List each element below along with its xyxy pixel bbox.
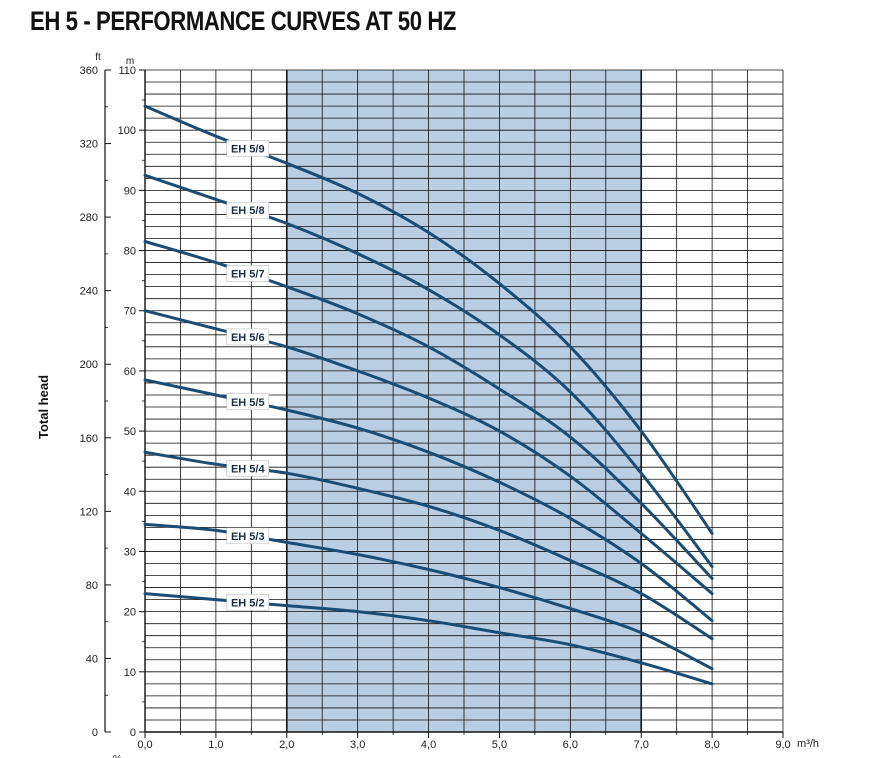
y2-tick-label: 320 <box>80 139 98 151</box>
curve-label-box <box>226 393 270 411</box>
curve-labels: EH 5/9 EH 5/8 EH 5/7 EH 5/6 EH 5/5 EH 5/4 EH 5… <box>226 140 270 611</box>
curve-label: EH 5/3 <box>231 531 265 543</box>
y-tick-label: 30 <box>124 546 136 558</box>
y-tick-label: 0 <box>130 727 136 739</box>
y-tick-label: 110 <box>118 65 136 77</box>
y2-tick-label: 40 <box>86 653 98 665</box>
x-tick-label: 6,0 <box>563 739 578 751</box>
y2-tick-label: 360 <box>80 65 98 77</box>
curve-label-group: EH 5/4 <box>226 459 270 477</box>
y-tick-label: 40 <box>124 486 136 498</box>
y2-tick-label: 280 <box>80 212 98 224</box>
y-tick-label: 70 <box>124 306 136 318</box>
y-tick-label: 60 <box>124 366 136 378</box>
y2-tick-label: 200 <box>80 359 98 371</box>
y-unit-label: m <box>126 56 134 67</box>
y-axis-label: Total head <box>36 375 51 439</box>
curve-label-group: EH 5/9 <box>226 140 270 157</box>
y2-tick-label: 80 <box>86 580 98 592</box>
y-tick-label: 90 <box>124 185 136 197</box>
curve-label: EH 5/6 <box>231 332 265 344</box>
curve-label: EH 5/4 <box>231 463 266 475</box>
curve-label-box <box>226 265 270 282</box>
curve-label-box <box>226 527 270 545</box>
y-tick-label: 80 <box>124 246 136 258</box>
x-tick-label: 1,0 <box>208 739 223 751</box>
y2-tick-label: 160 <box>80 433 98 445</box>
x-tick-label: 7,0 <box>634 739 649 751</box>
curve-label-group: EH 5/8 <box>226 201 270 219</box>
curve-label-group: EH 5/7 <box>226 265 270 282</box>
curve-label-box <box>226 594 270 611</box>
y-tick-label: 50 <box>124 426 136 438</box>
x-tick-label: 9,0 <box>775 739 790 751</box>
x-tick-label: 2,0 <box>279 739 294 751</box>
x-unit-label: m³/h <box>797 738 819 750</box>
curve-label: EH 5/9 <box>231 143 265 155</box>
curve-label-box <box>226 459 270 477</box>
curve-label-group: EH 5/3 <box>226 527 270 545</box>
curve-label: EH 5/2 <box>231 597 265 609</box>
y2-unit-label: ft <box>95 52 101 63</box>
curve-label-box <box>226 140 270 157</box>
curve-label: EH 5/5 <box>231 397 265 409</box>
curve-label-group: EH 5/5 <box>226 393 270 411</box>
curve-label-group: EH 5/6 <box>226 328 270 346</box>
x-tick-label: 4,0 <box>421 739 436 751</box>
y-tick-label: 100 <box>118 125 136 137</box>
y2-tick-label: 0 <box>92 727 98 739</box>
curve-label-box <box>226 201 270 219</box>
y2-tick-label: 240 <box>80 286 98 298</box>
curve-label-group: EH 5/2 <box>226 594 270 611</box>
x-tick-label: 8,0 <box>704 739 719 751</box>
y-tick-label: 20 <box>124 607 136 619</box>
x-tick-label: 3,0 <box>350 739 365 751</box>
x-tick-label: 0,0 <box>137 739 152 751</box>
bottom-partial-label: % <box>113 754 122 758</box>
y-tick-label: 10 <box>124 667 136 679</box>
curve-label: EH 5/8 <box>231 205 265 217</box>
x-tick-label: 5,0 <box>492 739 507 751</box>
chart-title: EH 5 - PERFORMANCE CURVES AT 50 HZ <box>30 6 457 36</box>
curve-label-box <box>226 328 270 346</box>
y2-tick-label: 120 <box>80 506 98 518</box>
curve-label: EH 5/7 <box>231 268 265 280</box>
